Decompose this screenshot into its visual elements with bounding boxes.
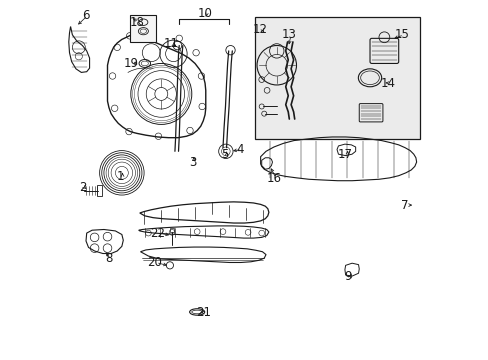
Text: 22: 22 bbox=[150, 226, 165, 239]
Text: 20: 20 bbox=[146, 256, 161, 269]
Bar bbox=[255, 17, 419, 139]
Text: 4: 4 bbox=[236, 143, 244, 156]
Text: 15: 15 bbox=[394, 28, 409, 41]
Text: 12: 12 bbox=[253, 23, 267, 36]
Text: 7: 7 bbox=[401, 199, 408, 212]
Text: 2: 2 bbox=[79, 181, 86, 194]
Bar bbox=[129, 15, 155, 42]
Text: 9: 9 bbox=[344, 270, 351, 283]
Text: 19: 19 bbox=[124, 57, 139, 70]
Bar bbox=[97, 185, 102, 196]
Text: 6: 6 bbox=[81, 9, 89, 22]
Text: 16: 16 bbox=[266, 172, 281, 185]
Text: 11: 11 bbox=[163, 37, 178, 50]
Text: 21: 21 bbox=[195, 306, 210, 319]
Text: 17: 17 bbox=[337, 148, 352, 161]
Text: 8: 8 bbox=[105, 252, 112, 265]
Bar bbox=[169, 228, 174, 232]
Text: 1: 1 bbox=[117, 170, 124, 183]
Text: 10: 10 bbox=[197, 7, 212, 20]
Text: 14: 14 bbox=[380, 77, 395, 90]
Text: 3: 3 bbox=[188, 156, 196, 168]
Text: 13: 13 bbox=[281, 28, 296, 41]
Text: 18: 18 bbox=[129, 16, 144, 29]
Text: 5: 5 bbox=[221, 148, 228, 161]
